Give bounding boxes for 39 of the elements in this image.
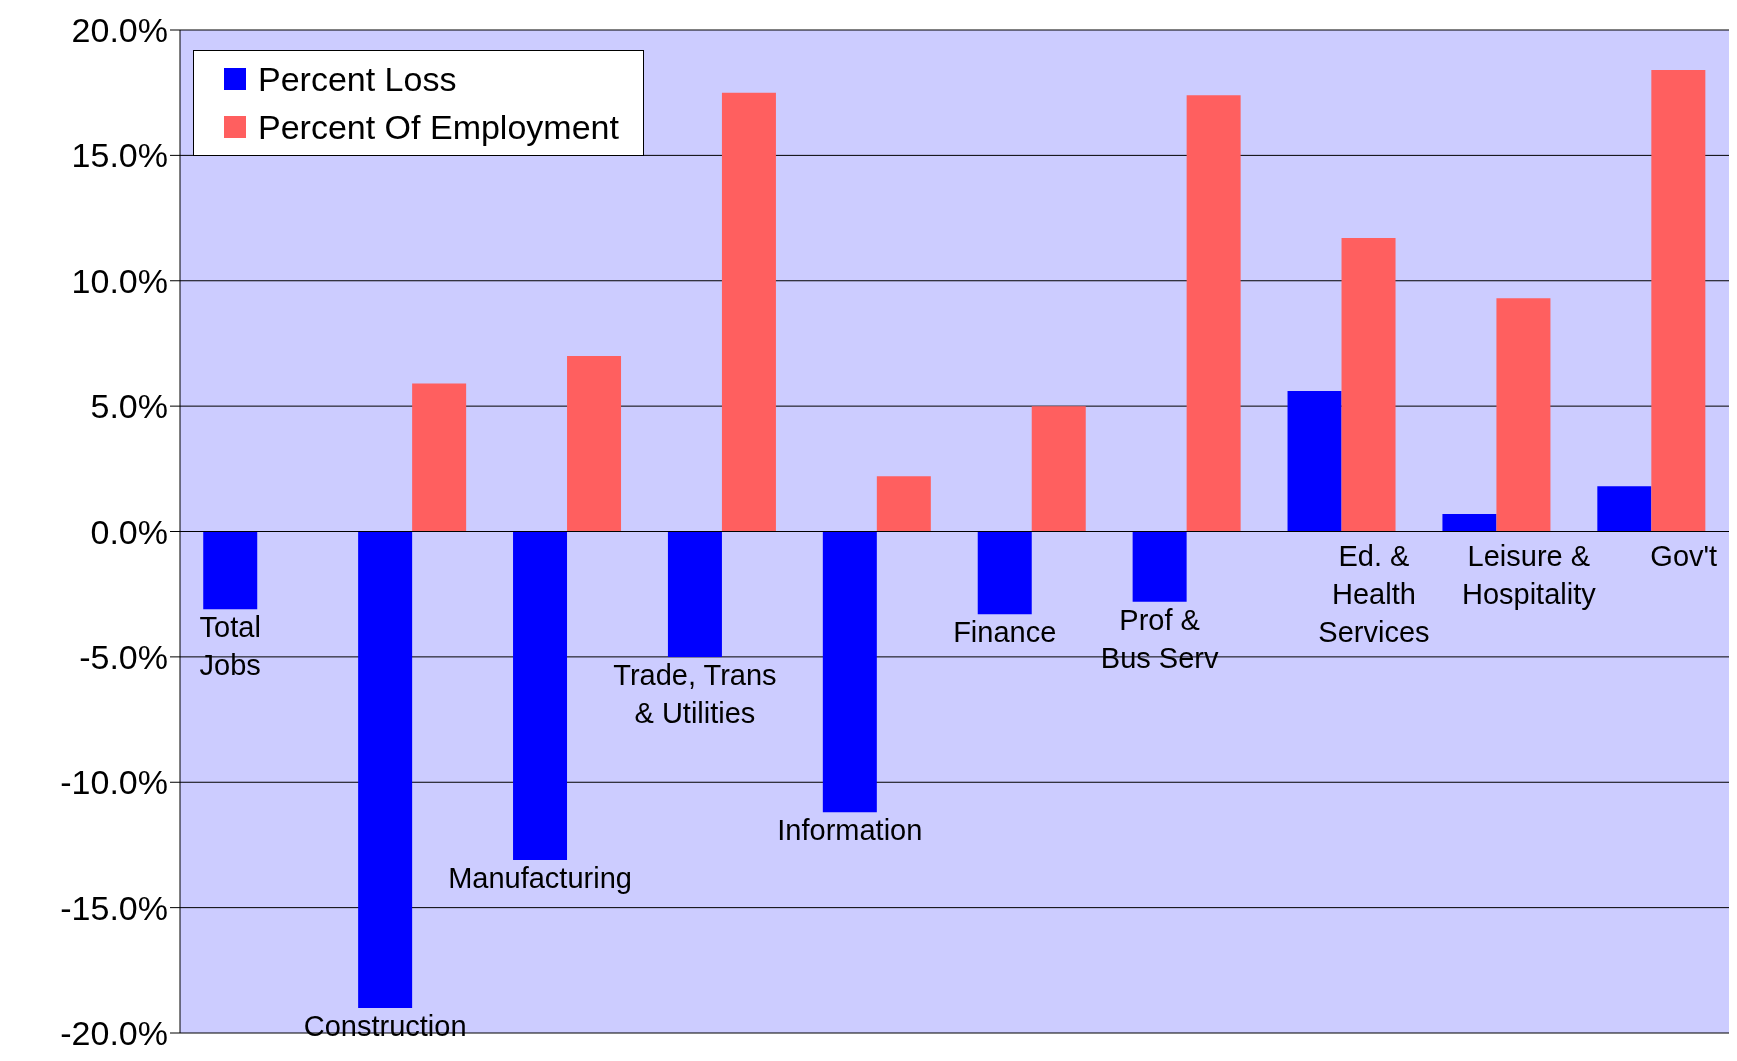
x-tick-label: Manufacturing: [448, 861, 632, 894]
y-tick-label: -15.0%: [60, 888, 168, 927]
x-tick-label: Finance: [953, 616, 1057, 649]
bar: [1442, 513, 1497, 532]
bar: [1597, 486, 1652, 532]
bar: [1651, 70, 1706, 532]
bar: [567, 355, 622, 532]
bar: [1287, 391, 1342, 532]
x-tick-label: Leisure & Hospitality: [1461, 539, 1597, 610]
bar: [203, 531, 258, 610]
bar: [977, 531, 1032, 615]
y-tick-label: 0.0%: [90, 512, 168, 551]
bar: [721, 92, 776, 532]
y-tick-label: 15.0%: [71, 136, 168, 175]
y-tick-label: 10.0%: [71, 261, 168, 300]
bar: [876, 476, 931, 532]
bar: [513, 531, 568, 860]
bar: [1186, 95, 1241, 532]
bar: [412, 383, 467, 532]
bar: [822, 531, 877, 813]
x-tick-label: Construction: [303, 1009, 467, 1042]
x-tick-label: Ed. & Health Services: [1318, 539, 1430, 648]
bar: [1341, 238, 1396, 532]
bar: [667, 531, 722, 657]
y-tick-label: 20.0%: [71, 11, 168, 50]
y-tick-label: 5.0%: [90, 387, 168, 426]
legend-label: Percent Of Employment: [258, 107, 619, 148]
x-tick-label: Total Jobs: [199, 611, 261, 682]
legend-label: Percent Loss: [258, 59, 457, 100]
x-tick-label: Information: [777, 814, 923, 847]
bar: [1031, 406, 1086, 532]
y-tick-label: -5.0%: [79, 637, 168, 676]
y-tick-label: -20.0%: [60, 1014, 168, 1053]
x-tick-label: Gov't: [1650, 539, 1718, 572]
x-tick-label: Trade, Trans & Utilities: [613, 658, 777, 729]
bar: [358, 531, 413, 1008]
y-tick-label: -10.0%: [60, 763, 168, 802]
bar: [1132, 531, 1187, 602]
bar: [1496, 298, 1551, 532]
